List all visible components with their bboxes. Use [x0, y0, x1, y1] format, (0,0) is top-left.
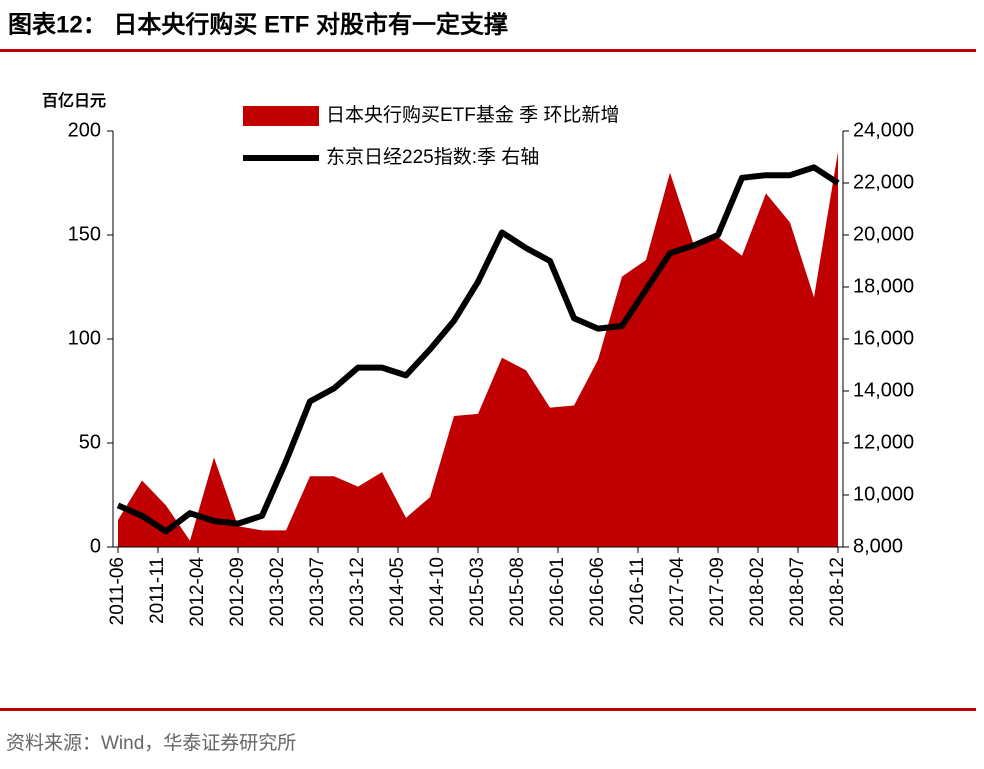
- legend-label: 日本央行购买ETF基金 季 环比新增: [326, 104, 619, 126]
- x-tick-label: 2011-06: [107, 557, 128, 625]
- x-tick-label: 2013-02: [267, 557, 288, 627]
- y2-tick-label: 8,000: [853, 535, 903, 557]
- y-tick-label: 0: [90, 535, 101, 557]
- legend-label: 东京日经225指数:季 右轴: [326, 146, 539, 168]
- x-tick-label: 2013-07: [307, 557, 328, 627]
- y2-tick-label: 20,000: [853, 223, 914, 245]
- header-rule: [0, 49, 976, 52]
- y-tick-label: 150: [68, 223, 101, 245]
- y2-tick-label: 22,000: [853, 171, 914, 193]
- x-tick-label: 2018-02: [747, 557, 768, 627]
- y2-tick-label: 10,000: [853, 483, 914, 505]
- x-tick-label: 2016-01: [547, 557, 568, 627]
- area: [118, 151, 838, 548]
- x-tick-label: 2015-08: [507, 557, 528, 627]
- x-tick-label: 2018-07: [787, 557, 808, 627]
- x-tick-label: 2014-05: [387, 557, 408, 627]
- x-tick-label: 2014-10: [427, 557, 448, 627]
- legend-swatch: [243, 106, 319, 126]
- x-tick-label: 2016-11: [627, 557, 648, 625]
- page-title: 图表12： 日本央行购买 ETF 对股市有一定支撑: [8, 10, 508, 38]
- y-axis-label: 百亿日元: [42, 91, 106, 110]
- x-tick-label: 2017-04: [667, 557, 688, 627]
- line: [116, 164, 840, 535]
- x-tick-label: 2015-03: [467, 557, 488, 627]
- x-tick-label: 2012-09: [227, 557, 248, 627]
- x-tick-label: 2016-06: [587, 557, 608, 627]
- y2-tick-label: 18,000: [853, 275, 914, 297]
- y2-tick-label: 16,000: [853, 327, 914, 349]
- x-tick-label: 2018-12: [827, 557, 848, 627]
- footer-rule: [0, 708, 976, 711]
- source-note: 资料来源：Wind，华泰证券研究所: [6, 732, 296, 754]
- x-tick-label: 2017-09: [707, 557, 728, 627]
- plot: 0 50 100 150 200 8,000 10,000 12,000 14,000 16,00…: [68, 104, 915, 627]
- y2-tick-label: 12,000: [853, 431, 914, 453]
- x-tick-label: 2011-11: [147, 557, 168, 624]
- y-tick-label: 200: [68, 119, 101, 141]
- y2-tick-label: 24,000: [853, 119, 914, 141]
- x-tick-label: 2012-04: [187, 557, 208, 627]
- y-tick-label: 100: [68, 327, 101, 349]
- y2-tick-label: 14,000: [853, 379, 914, 401]
- y-tick-label: 50: [79, 431, 101, 453]
- x-tick-label: 2013-12: [347, 557, 368, 627]
